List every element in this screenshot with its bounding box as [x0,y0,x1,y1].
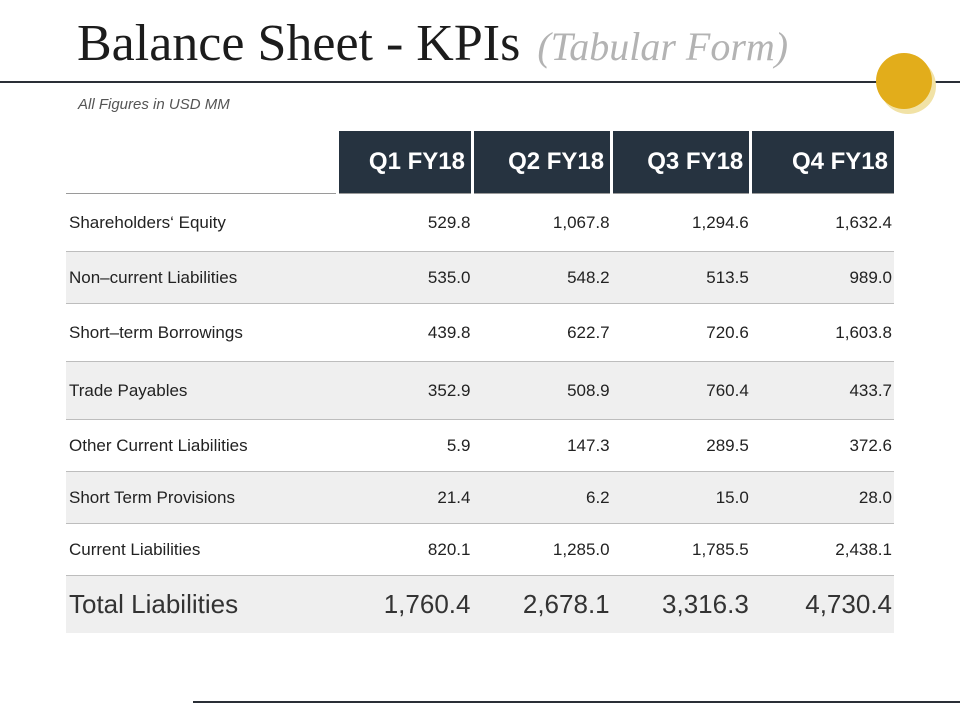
cell-q3: 1,294.6 [611,193,751,252]
table-row: Short–term Borrowings 439.8 622.7 720.6 … [66,303,894,362]
cell-q2: 622.7 [472,303,612,362]
cell-q2: 6.2 [472,471,612,524]
header-blank-cell [66,131,338,194]
cell-q2: 1,285.0 [472,523,612,576]
table-row: Shareholders‘ Equity 529.8 1,067.8 1,294… [66,193,894,252]
cell-q3: 15.0 [611,471,751,524]
total-label: Total Liabilities [66,575,338,633]
title-subtitle: (Tabular Form) [537,24,789,69]
total-q1: 1,760.4 [337,575,473,633]
row-label: Short–term Borrowings [66,303,338,362]
table-row: Short Term Provisions 21.4 6.2 15.0 28.0 [66,471,894,524]
header-q3: Q3 FY18 [610,131,751,194]
cell-q3: 513.5 [611,251,751,304]
row-label: Shareholders‘ Equity [66,193,338,252]
cell-q2: 508.9 [472,361,612,420]
cell-q1: 439.8 [337,303,473,362]
cell-q2: 548.2 [472,251,612,304]
cell-q1: 5.9 [337,419,473,472]
accent-circle [876,53,932,109]
cell-q3: 289.5 [611,419,751,472]
cell-q1: 352.9 [337,361,473,420]
header-q2: Q2 FY18 [470,131,612,194]
cell-q4: 433.7 [750,361,894,420]
units-note: All Figures in USD MM [78,96,230,113]
cell-q1: 529.8 [337,193,473,252]
cell-q4: 1,632.4 [750,193,894,252]
footer-divider [193,701,960,703]
total-q2: 2,678.1 [472,575,612,633]
row-label: Current Liabilities [66,523,338,576]
kpi-table: Q1 FY18 Q2 FY18 Q3 FY18 Q4 FY18 Sharehol… [66,131,894,633]
header-q1: Q1 FY18 [335,131,473,194]
cell-q4: 989.0 [750,251,894,304]
slide-title: Balance Sheet - KPIs (Tabular Form) [77,12,788,79]
cell-q4: 372.6 [750,419,894,472]
cell-q3: 720.6 [611,303,751,362]
cell-q1: 21.4 [337,471,473,524]
table-header-row: Q1 FY18 Q2 FY18 Q3 FY18 Q4 FY18 [66,131,894,194]
row-label: Trade Payables [66,361,338,420]
row-label: Other Current Liabilities [66,419,338,472]
cell-q2: 1,067.8 [472,193,612,252]
table-row: Non–current Liabilities 535.0 548.2 513.… [66,251,894,304]
cell-q1: 535.0 [337,251,473,304]
row-label: Non–current Liabilities [66,251,338,304]
cell-q4: 28.0 [750,471,894,524]
title-text: Balance Sheet - KPIs [77,15,521,72]
table-row: Trade Payables 352.9 508.9 760.4 433.7 [66,361,894,420]
cell-q1: 820.1 [337,523,473,576]
cell-q4: 2,438.1 [750,523,894,576]
total-q3: 3,316.3 [611,575,751,633]
cell-q3: 760.4 [611,361,751,420]
total-row: Total Liabilities 1,760.4 2,678.1 3,316.… [66,575,894,633]
table-row: Other Current Liabilities 5.9 147.3 289.… [66,419,894,472]
cell-q2: 147.3 [472,419,612,472]
cell-q4: 1,603.8 [750,303,894,362]
total-q4: 4,730.4 [750,575,894,633]
cell-q3: 1,785.5 [611,523,751,576]
row-label: Short Term Provisions [66,471,338,524]
header-q4: Q4 FY18 [749,131,894,194]
table-row: Current Liabilities 820.1 1,285.0 1,785.… [66,523,894,576]
title-divider [0,81,960,83]
